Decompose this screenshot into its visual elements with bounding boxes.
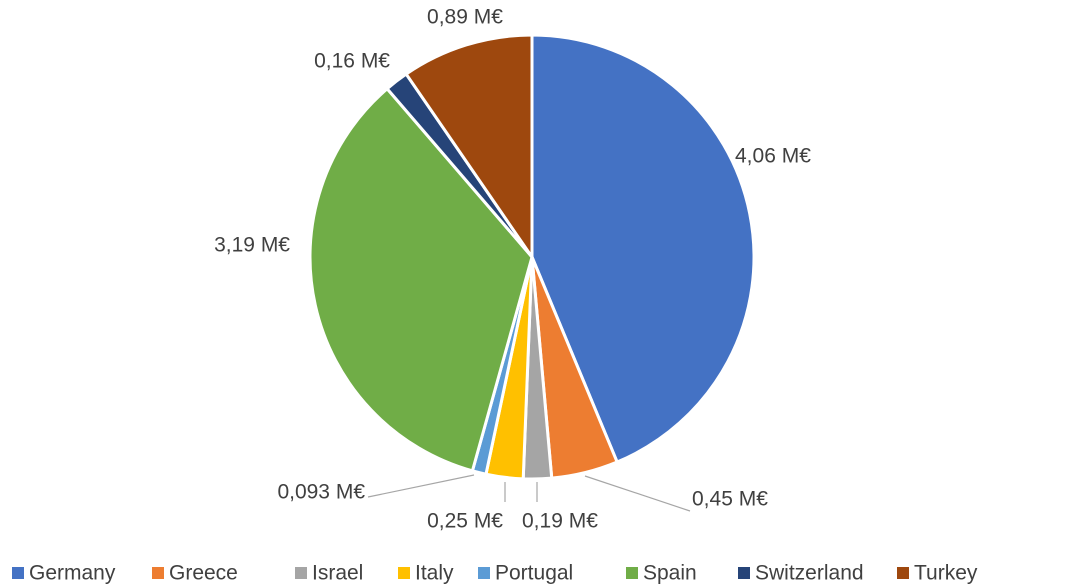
legend-label: Spain [643, 562, 697, 585]
data-label: 0,16 M€ [314, 50, 390, 73]
legend-swatch [12, 567, 24, 579]
legend-swatch [626, 567, 638, 579]
legend-label: Turkey [914, 562, 978, 585]
legend-swatch [295, 567, 307, 579]
data-label: 0,19 M€ [522, 510, 598, 533]
data-label: 0,89 M€ [427, 6, 503, 29]
legend-swatch [738, 567, 750, 579]
data-label: 0,45 M€ [692, 488, 768, 511]
legend-label: Switzerland [755, 562, 864, 585]
pie-slice [308, 86, 534, 473]
legend-label: Portugal [495, 562, 573, 585]
data-label: 0,25 M€ [427, 510, 503, 533]
data-label: 3,19 M€ [214, 234, 290, 257]
legend-swatch [152, 567, 164, 579]
legend-label: Germany [29, 562, 116, 585]
legend-label: Israel [312, 562, 363, 585]
leader-line [584, 475, 691, 512]
pie-slice [530, 33, 756, 464]
leader-line [367, 474, 475, 498]
legend-swatch [398, 567, 410, 579]
data-label: 0,093 M€ [277, 481, 365, 504]
pie-slice [404, 33, 534, 262]
legend-label: Italy [415, 562, 454, 585]
legend-label: Greece [169, 562, 238, 585]
legend-swatch [478, 567, 490, 579]
legend-swatch [897, 567, 909, 579]
data-label: 4,06 M€ [735, 145, 811, 168]
